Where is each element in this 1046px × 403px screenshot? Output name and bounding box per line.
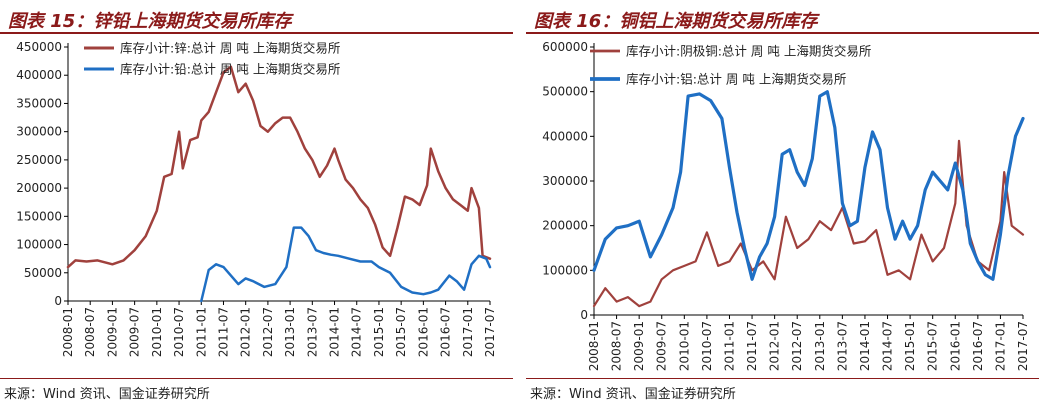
x-tick-label: 2012-01 xyxy=(239,307,253,357)
chart-title: 图表 16：铜铝上海期货交易所库存 xyxy=(534,11,818,32)
y-tick-label: 500000 xyxy=(542,85,588,99)
chart-title: 图表 15：锌铅上海期货交易所库存 xyxy=(8,11,292,32)
chart-panel-zinc-lead: 图表 15：锌铅上海期货交易所库存 0 50000 100000 150000 2000… xyxy=(0,0,513,403)
x-tick-label: 2015-07 xyxy=(926,321,940,371)
y-tick-label: 600000 xyxy=(542,40,588,54)
x-tick-label: 2017-01 xyxy=(461,307,475,357)
x-tick-label: 2015-01 xyxy=(372,307,386,357)
x-tick-label: 2013-01 xyxy=(813,321,827,371)
x-tick-label: 2015-07 xyxy=(394,307,408,357)
legend-label: 库存小计:锌:总计 周 吨 上海期货交易所 xyxy=(120,41,340,56)
x-tick-label: 2017-07 xyxy=(1016,321,1030,371)
legend-label: 库存小计:阴极铜:总计 周 吨 上海期货交易所 xyxy=(626,44,871,59)
x-tick-label: 2013-01 xyxy=(283,307,297,357)
x-tick-label: 2014-07 xyxy=(881,321,895,371)
x-tick-label: 2011-07 xyxy=(745,321,759,371)
y-tick-label: 300000 xyxy=(16,125,62,139)
title-rule xyxy=(526,32,1039,34)
y-tick-label: 250000 xyxy=(16,153,62,167)
series-line-1 xyxy=(200,226,492,303)
x-tick-label: 2009-01 xyxy=(632,321,646,371)
x-tick-label: 2014-01 xyxy=(858,321,872,371)
y-tick-label: 350000 xyxy=(16,96,62,110)
x-tick-label: 2016-01 xyxy=(416,307,430,357)
x-tick-label: 2008-01 xyxy=(587,321,601,371)
y-tick-label: 300000 xyxy=(542,174,588,188)
x-tick-label: 2013-07 xyxy=(835,321,849,371)
y-tick-label: 50000 xyxy=(24,266,62,280)
x-tick-label: 2017-07 xyxy=(483,307,497,357)
series-line-0 xyxy=(592,139,1025,308)
x-tick-label: 2009-07 xyxy=(128,307,142,357)
x-tick-label: 2010-01 xyxy=(677,321,691,371)
source-note: 来源：Wind 资讯、国金证券研究所 xyxy=(4,387,210,402)
y-tick-label: 100000 xyxy=(542,263,588,277)
x-tick-label: 2009-01 xyxy=(105,307,119,357)
x-tick-label: 2011-01 xyxy=(194,307,208,357)
x-tick-label: 2008-07 xyxy=(83,307,97,357)
series-line-0 xyxy=(66,65,492,269)
x-tick-label: 2008-07 xyxy=(610,321,624,371)
y-tick-label: 450000 xyxy=(16,40,62,54)
y-tick-label: 0 xyxy=(54,294,62,308)
x-tick-label: 2009-07 xyxy=(655,321,669,371)
source-note: 来源：Wind 资讯、国金证券研究所 xyxy=(530,387,736,402)
x-tick-label: 2012-07 xyxy=(790,321,804,371)
x-tick-label: 2012-01 xyxy=(768,321,782,371)
x-tick-label: 2016-07 xyxy=(439,307,453,357)
legend-label: 库存小计:铅:总计 周 吨 上海期货交易所 xyxy=(120,62,340,77)
x-tick-label: 2010-07 xyxy=(700,321,714,371)
x-tick-label: 2017-01 xyxy=(993,321,1007,371)
y-tick-label: 0 xyxy=(580,308,588,322)
title-rule xyxy=(0,32,513,34)
y-tick-label: 200000 xyxy=(542,219,588,233)
y-tick-label: 400000 xyxy=(16,68,62,82)
x-tick-label: 2016-01 xyxy=(948,321,962,371)
chart-zinc-lead: 0 50000 100000 150000 200000 250000 300000 3500… xyxy=(16,40,497,357)
x-tick-label: 2008-01 xyxy=(61,307,75,357)
x-tick-label: 2014-07 xyxy=(350,307,364,357)
source-rule xyxy=(526,378,1039,379)
x-tick-label: 2012-07 xyxy=(261,307,275,357)
y-tick-label: 400000 xyxy=(542,129,588,143)
x-tick-label: 2016-07 xyxy=(971,321,985,371)
x-tick-label: 2011-01 xyxy=(722,321,736,371)
chart-copper-aluminium: 0 100000 200000 300000 400000 500000 600000 200… xyxy=(542,40,1030,371)
y-tick-label: 100000 xyxy=(16,238,62,252)
y-tick-label: 200000 xyxy=(16,181,62,195)
source-rule xyxy=(0,378,513,379)
chart-panel-copper-aluminium: 图表 16：铜铝上海期货交易所库存 0 100000 200000 300000 400… xyxy=(526,0,1039,403)
x-tick-label: 2010-01 xyxy=(150,307,164,357)
x-tick-label: 2015-01 xyxy=(903,321,917,371)
legend-label: 库存小计:铝:总计 周 吨 上海期货交易所 xyxy=(626,72,846,87)
x-tick-label: 2011-07 xyxy=(216,307,230,357)
y-tick-label: 150000 xyxy=(16,209,62,223)
series-line-1 xyxy=(592,90,1025,281)
x-tick-label: 2013-07 xyxy=(305,307,319,357)
x-tick-label: 2014-01 xyxy=(328,307,342,357)
x-tick-label: 2010-07 xyxy=(172,307,186,357)
